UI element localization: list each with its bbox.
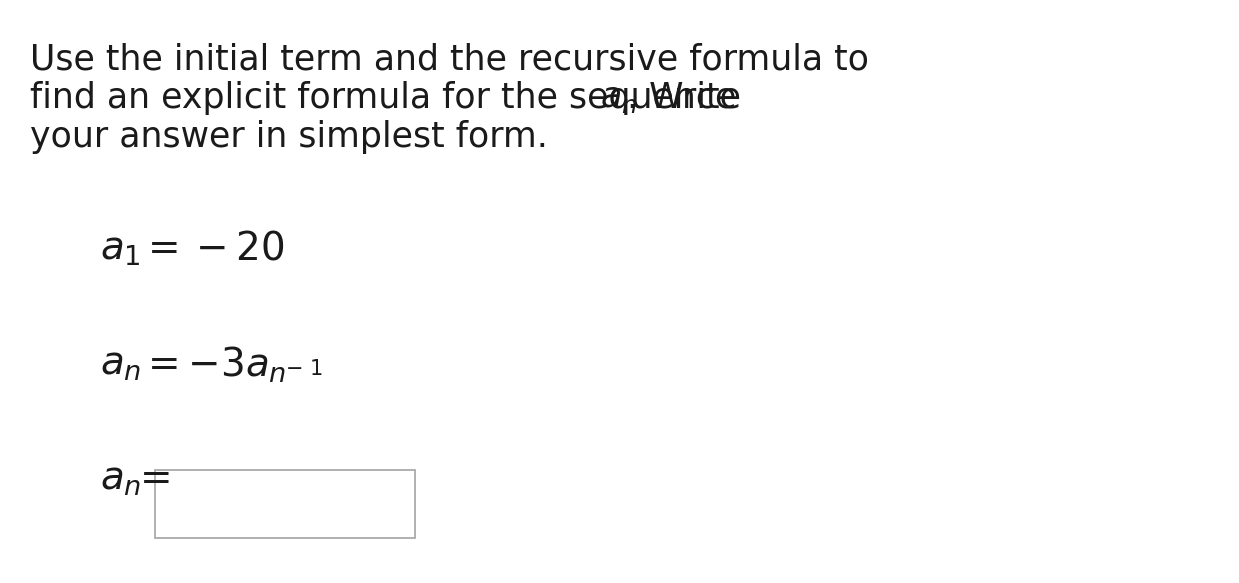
Text: find an explicit formula for the sequence: find an explicit formula for the sequenc… (30, 81, 747, 115)
Text: your answer in simplest form.: your answer in simplest form. (30, 120, 548, 153)
Text: $= -20$: $= -20$ (140, 230, 284, 268)
Text: $a_n$: $a_n$ (600, 81, 637, 115)
Text: $a_1$: $a_1$ (100, 230, 141, 268)
Text: . Write: . Write (627, 81, 741, 115)
Bar (155, 470, 415, 538)
Text: Use the initial term and the recursive formula to: Use the initial term and the recursive f… (30, 42, 869, 76)
Text: =: = (140, 460, 172, 498)
Text: $a_n$: $a_n$ (100, 345, 141, 383)
Text: $= {-3}a_n$: $= {-3}a_n$ (140, 345, 286, 385)
Text: $-\ 1$: $-\ 1$ (285, 359, 322, 379)
Text: $a_n$: $a_n$ (100, 460, 141, 498)
